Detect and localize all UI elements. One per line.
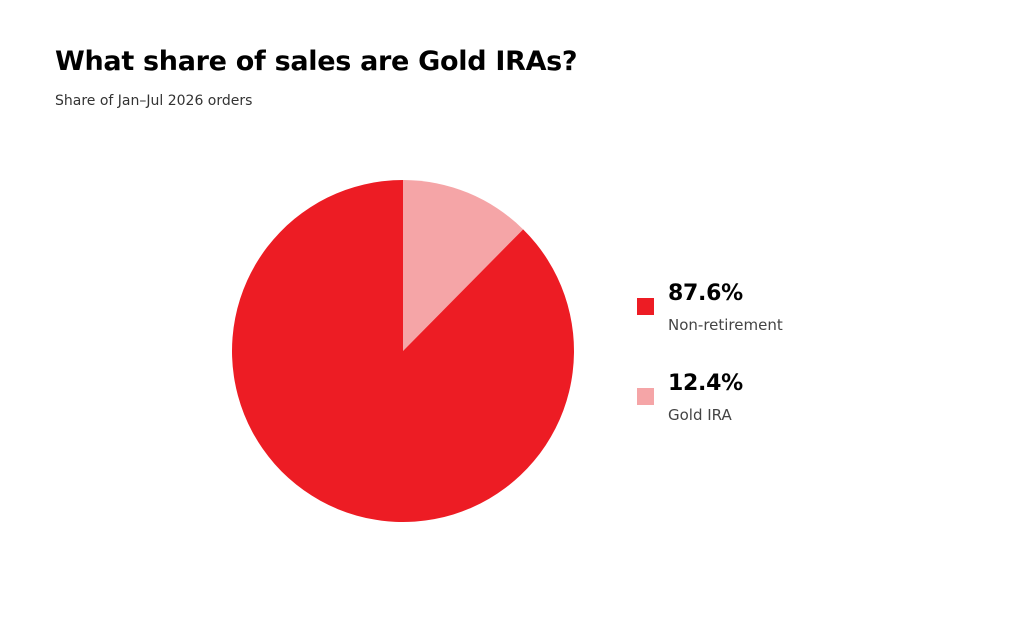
legend-swatch-non-retirement xyxy=(637,298,654,315)
legend-item-non-retirement: 87.6% Non-retirement xyxy=(637,281,937,371)
chart-title: What share of sales are Gold IRAs? xyxy=(55,46,578,77)
legend-swatch-gold-ira xyxy=(637,388,654,405)
pie-slice-non-retirement xyxy=(232,180,575,522)
pie-slice-gold-ira xyxy=(403,180,524,351)
legend-value-gold-ira: 12.4% xyxy=(668,371,743,396)
legend-label-non-retirement: Non-retirement xyxy=(668,316,783,334)
legend-value-non-retirement: 87.6% xyxy=(668,281,743,306)
chart-subtitle: Share of Jan–Jul 2026 orders xyxy=(55,93,253,109)
legend-label-gold-ira: Gold IRA xyxy=(668,406,732,424)
legend-item-gold-ira: 12.4% Gold IRA xyxy=(637,371,937,461)
chart-legend: 87.6% Non-retirement 12.4% Gold IRA xyxy=(637,281,937,461)
